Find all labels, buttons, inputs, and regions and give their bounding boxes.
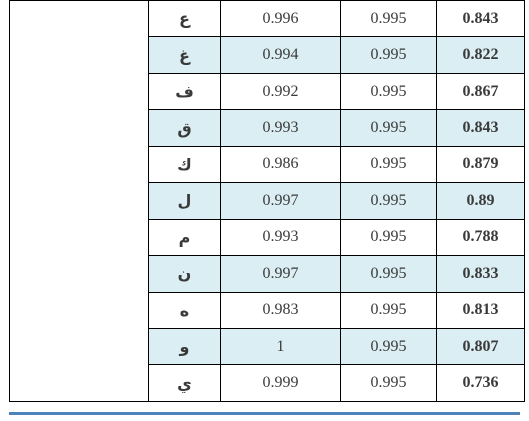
value-cell-2: 0.995 [340, 291, 437, 329]
value-cell-3-bold: 0.843 [436, 109, 525, 147]
value-cell-2: 0.995 [340, 182, 437, 220]
value-cell-2: 0.995 [340, 0, 437, 38]
value-cell-1: 0.994 [220, 36, 341, 74]
table-row: ه 0.983 0.995 0.813 [10, 291, 525, 329]
value-cell-1: 0.997 [220, 182, 341, 220]
table-row: ع 0.996 0.995 0.843 [9, 0, 525, 402]
table-row: م 0.993 0.995 0.788 [10, 218, 525, 257]
table-row: ن 0.997 0.995 0.833 [10, 255, 525, 293]
value-cell-2: 0.995 [340, 145, 437, 184]
value-cell-3-bold: 0.879 [436, 145, 525, 184]
table-row: و 1 0.995 0.807 [10, 327, 525, 366]
value-cell-3-bold: 0.833 [436, 255, 525, 293]
value-cell-1: 0.997 [220, 255, 341, 293]
value-cell-1: 0.996 [220, 0, 341, 38]
value-cell-1: 0.983 [220, 291, 341, 329]
value-cell-1: 0.993 [220, 218, 341, 257]
letter-cell: ي [148, 364, 221, 402]
table-row: غ 0.994 0.995 0.822 [10, 36, 525, 74]
value-cell-3-bold: 0.843 [436, 0, 525, 38]
value-cell-1: 1 [220, 327, 341, 366]
value-cell-3-bold: 0.788 [436, 218, 525, 257]
letter-cell: غ [148, 36, 221, 74]
table-row: ق 0.993 0.995 0.843 [10, 109, 525, 147]
letter-cell: ع [148, 0, 221, 38]
results-table-container: ع 0.996 0.995 0.843 غ 0.994 0.995 0.822 … [9, 0, 525, 415]
value-cell-3-bold: 0.89 [436, 182, 525, 220]
letter-cell: م [148, 218, 221, 257]
letter-cell: ه [148, 291, 221, 329]
value-cell-2: 0.995 [340, 327, 437, 366]
value-cell-2: 0.995 [340, 109, 437, 147]
letter-cell: ق [148, 109, 221, 147]
letter-cell: ل [148, 182, 221, 220]
value-cell-1: 0.992 [220, 72, 341, 111]
value-cell-3-bold: 0.813 [436, 291, 525, 329]
value-cell-2: 0.995 [340, 36, 437, 74]
value-cell-3-bold: 0.867 [436, 72, 525, 111]
value-cell-1: 0.999 [220, 364, 341, 402]
value-cell-2: 0.995 [340, 218, 437, 257]
letter-cell: ف [148, 72, 221, 111]
value-cell-3-bold: 0.807 [436, 327, 525, 366]
table-bottom-rule [9, 412, 520, 415]
value-cell-1: 0.986 [220, 145, 341, 184]
letter-cell: ك [148, 145, 221, 184]
value-cell-2: 0.995 [340, 72, 437, 111]
merged-first-column-cell [9, 0, 149, 402]
value-cell-3-bold: 0.822 [436, 36, 525, 74]
letter-cell: و [148, 327, 221, 366]
table-row: ل 0.997 0.995 0.89 [10, 182, 525, 220]
table-row: ي 0.999 0.995 0.736 [10, 364, 525, 402]
value-cell-2: 0.995 [340, 364, 437, 402]
results-table-body: ع 0.996 0.995 0.843 غ 0.994 0.995 0.822 … [9, 0, 525, 402]
letter-cell: ن [148, 255, 221, 293]
results-table: ع 0.996 0.995 0.843 غ 0.994 0.995 0.822 … [9, 0, 525, 402]
table-row: ك 0.986 0.995 0.879 [10, 145, 525, 184]
table-row: ف 0.992 0.995 0.867 [10, 72, 525, 111]
value-cell-1: 0.993 [220, 109, 341, 147]
value-cell-3-bold: 0.736 [436, 364, 525, 402]
value-cell-2: 0.995 [340, 255, 437, 293]
